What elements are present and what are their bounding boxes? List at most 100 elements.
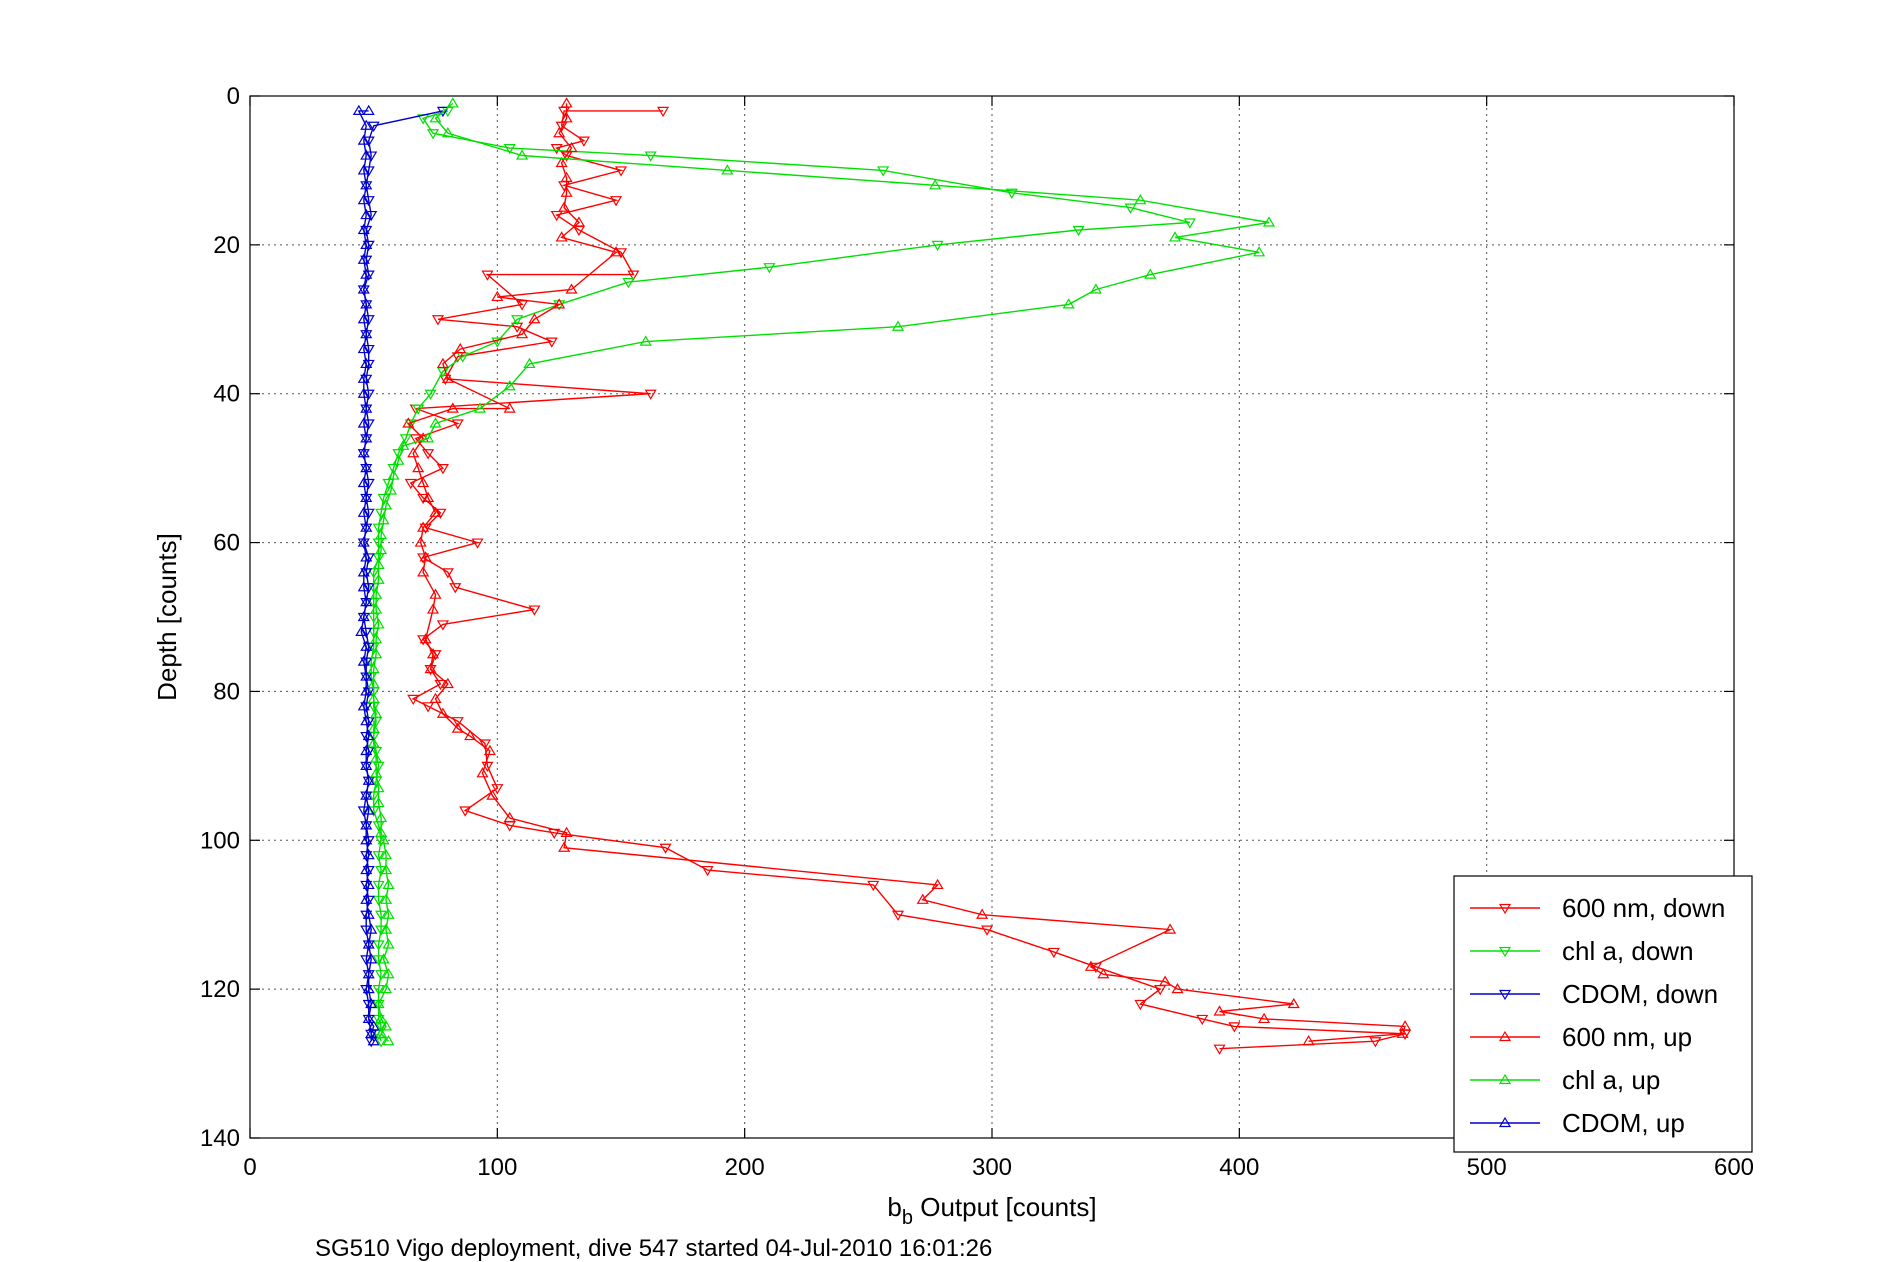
data-point xyxy=(1213,1005,1226,1016)
data-point xyxy=(357,164,370,175)
legend-marker xyxy=(1498,1030,1512,1042)
data-point xyxy=(372,997,385,1009)
data-point xyxy=(419,633,432,644)
data-point xyxy=(1396,1027,1409,1038)
data-point xyxy=(555,231,568,242)
data-point xyxy=(362,389,375,400)
y-tick-label: 120 xyxy=(200,976,240,1003)
data-point xyxy=(360,402,373,413)
data-point xyxy=(503,380,516,391)
data-point xyxy=(357,536,370,547)
data-point xyxy=(362,848,375,860)
data-point xyxy=(1287,997,1300,1009)
data-point xyxy=(362,938,375,949)
data-point xyxy=(459,806,472,817)
data-point xyxy=(473,402,487,413)
data-point xyxy=(357,506,370,517)
legend-entry: CDOM, up xyxy=(1470,1108,1685,1138)
data-point xyxy=(1159,975,1172,986)
data-point xyxy=(367,1035,380,1046)
data-point xyxy=(565,283,578,294)
series-line xyxy=(357,110,375,1042)
data-point xyxy=(352,104,365,115)
data-point xyxy=(550,144,563,155)
y-tick-label: 140 xyxy=(200,1125,240,1152)
data-point xyxy=(426,648,440,659)
data-point xyxy=(357,387,370,398)
y-tick-label: 60 xyxy=(213,530,240,557)
data-point xyxy=(503,811,516,823)
data-point xyxy=(614,248,628,259)
data-point xyxy=(931,240,944,252)
legend-label: CDOM, down xyxy=(1562,979,1718,1009)
data-point xyxy=(436,707,449,718)
data-point xyxy=(407,447,420,458)
data-point xyxy=(1183,218,1196,229)
data-point xyxy=(1168,231,1182,242)
data-point xyxy=(1097,968,1110,979)
data-point xyxy=(360,595,373,607)
data-point xyxy=(545,337,558,348)
data-point xyxy=(644,151,657,162)
data-point xyxy=(360,925,373,936)
data-point xyxy=(891,320,905,331)
data-point xyxy=(372,999,385,1011)
data-point xyxy=(375,826,388,837)
data-point xyxy=(360,670,373,681)
legend-label: 600 nm, up xyxy=(1562,1022,1692,1052)
data-point xyxy=(659,843,672,854)
data-point xyxy=(560,826,573,837)
legend-marker xyxy=(1498,903,1512,915)
data-point xyxy=(491,784,504,795)
data-point xyxy=(370,633,383,644)
x-tick-label: 0 xyxy=(243,1154,256,1181)
data-point xyxy=(377,514,390,525)
data-point xyxy=(553,298,566,309)
y-tick-label: 20 xyxy=(213,232,240,259)
data-point xyxy=(362,982,375,994)
data-point xyxy=(367,121,380,132)
data-point xyxy=(370,603,383,614)
data-point xyxy=(436,464,449,475)
data-point xyxy=(1089,283,1102,294)
chart-caption: SG510 Vigo deployment, dive 547 started … xyxy=(315,1235,992,1262)
data-point xyxy=(362,508,375,519)
data-point xyxy=(528,313,541,324)
data-point xyxy=(365,923,378,934)
legend-label: CDOM, up xyxy=(1562,1108,1685,1138)
data-point xyxy=(553,127,566,138)
data-point xyxy=(362,878,375,890)
y-tick-label: 80 xyxy=(213,678,240,705)
data-point xyxy=(1258,1012,1271,1024)
data-point xyxy=(763,263,776,274)
data-point xyxy=(426,603,440,614)
series-layer xyxy=(352,97,1412,1055)
data-point xyxy=(446,97,459,108)
data-point xyxy=(441,568,454,579)
data-point xyxy=(516,327,529,339)
data-point xyxy=(384,484,398,495)
x-tick-label: 400 xyxy=(1219,1154,1259,1181)
data-point xyxy=(424,662,437,674)
legend: 600 nm, down chl a, down CDOM, down 600 nm,… xyxy=(1453,875,1753,1153)
legend-marker xyxy=(1498,989,1512,1001)
data-point xyxy=(379,848,393,860)
legend-marker xyxy=(1498,1073,1512,1085)
x-axis-label-rest: Output [counts] xyxy=(913,1192,1097,1222)
data-point xyxy=(555,156,568,168)
data-point xyxy=(929,179,942,190)
data-point xyxy=(372,940,385,951)
data-point xyxy=(981,925,994,936)
data-point xyxy=(422,432,435,443)
data-point xyxy=(372,796,385,808)
legend-label: chl a, up xyxy=(1562,1065,1660,1095)
data-point xyxy=(379,982,393,994)
data-point xyxy=(379,893,393,904)
data-point xyxy=(441,127,454,138)
data-point xyxy=(404,478,417,490)
legend-marker xyxy=(1498,946,1512,958)
data-point xyxy=(375,910,388,921)
x-axis-label-main: b xyxy=(887,1192,901,1222)
x-tick-label: 100 xyxy=(477,1154,517,1181)
